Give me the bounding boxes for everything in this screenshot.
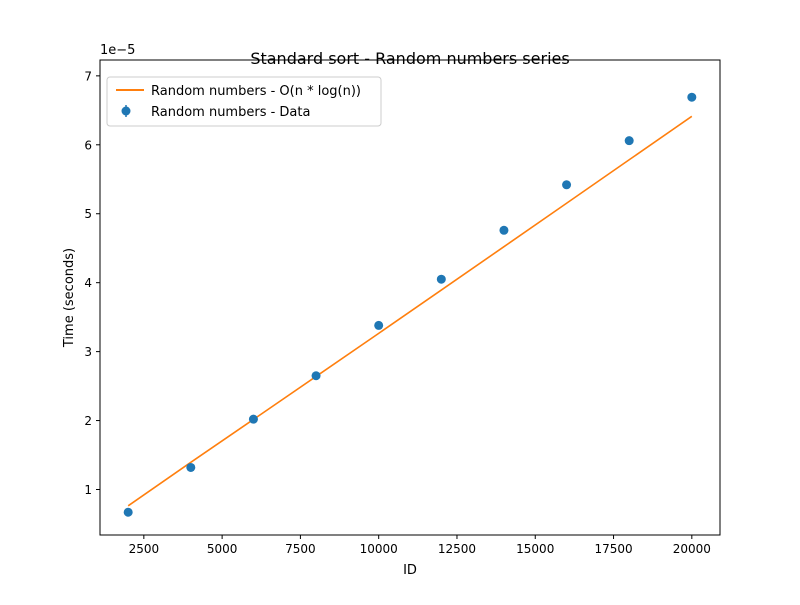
legend: Random numbers - O(n * log(n)) Random nu… <box>106 76 382 127</box>
axes-frame <box>99 59 721 536</box>
plot-marks <box>123 92 697 517</box>
data-point <box>499 225 509 235</box>
x-tick-label: 17500 <box>594 542 632 556</box>
x-tick-label: 20000 <box>673 542 711 556</box>
data-point <box>562 180 572 190</box>
legend-marker-swatch <box>121 106 131 116</box>
x-axis-ticks: 2500 5000 7500 10000 12500 15000 17500 20000 <box>129 535 711 556</box>
y-tick-label: 4 <box>84 276 92 290</box>
x-tick-label: 7500 <box>285 542 316 556</box>
x-tick-label: 12500 <box>438 542 476 556</box>
x-axis-label: ID <box>403 563 417 578</box>
legend-label-data: Random numbers - Data <box>151 105 310 120</box>
data-point <box>374 320 384 330</box>
data-point <box>311 371 321 381</box>
y-tick-label: 1 <box>84 483 92 497</box>
y-axis-offset-label: 1e−5 <box>100 43 135 58</box>
data-point <box>186 462 196 472</box>
data-point <box>624 136 634 146</box>
y-axis-ticks: 1 2 3 4 5 6 7 <box>84 69 100 497</box>
x-tick-label: 15000 <box>516 542 554 556</box>
x-tick-label: 10000 <box>360 542 398 556</box>
x-tick-label: 5000 <box>207 542 238 556</box>
y-tick-label: 5 <box>84 207 92 221</box>
data-point <box>123 507 133 517</box>
legend-box <box>106 76 382 127</box>
data-point <box>248 414 258 424</box>
x-tick-label: 2500 <box>129 542 160 556</box>
y-tick-label: 6 <box>84 138 92 152</box>
data-point <box>687 92 697 102</box>
y-tick-label: 3 <box>84 345 92 359</box>
data-point <box>436 274 446 284</box>
y-tick-label: 2 <box>84 414 92 428</box>
legend-label-fit: Random numbers - O(n * log(n)) <box>151 84 361 99</box>
y-axis-label: Time (seconds) <box>62 248 77 348</box>
fit-line <box>127 115 693 507</box>
chart-title: Standard sort - Random numbers series <box>250 49 569 68</box>
y-tick-label: 7 <box>84 69 92 83</box>
